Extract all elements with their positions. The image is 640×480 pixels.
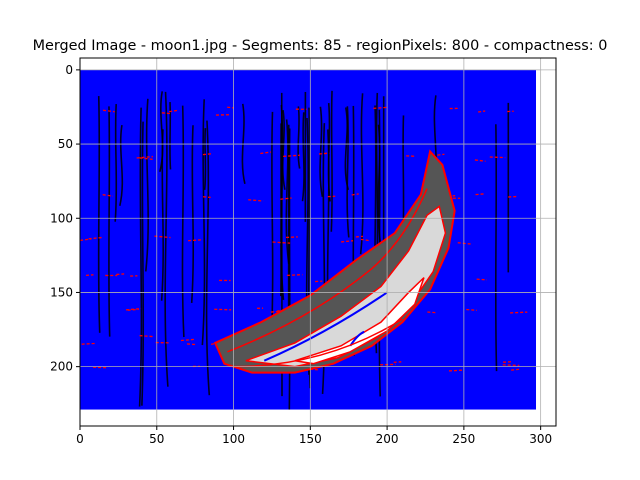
x-tick-label: 50 [149, 432, 164, 446]
moon-contours [227, 188, 428, 368]
y-tick-label: 200 [50, 360, 73, 374]
y-tick-label: 50 [58, 137, 73, 151]
x-tick-label: 250 [452, 432, 475, 446]
x-axis: 0 50 100 150 200 250 300 [76, 426, 552, 446]
y-tick-label: 150 [50, 285, 73, 299]
x-tick-label: 100 [222, 432, 245, 446]
y-tick-label: 0 [65, 63, 73, 77]
segmented-image [80, 69, 537, 410]
chart-title: Merged Image - moon1.jpg - Segments: 85 … [33, 38, 608, 54]
plot-area [79, 58, 556, 426]
moon-crescent [213, 149, 456, 374]
x-tick-label: 150 [299, 432, 322, 446]
y-axis: 0 50 100 150 200 [50, 63, 80, 374]
x-tick-label: 200 [376, 432, 399, 446]
grid-lines [79, 58, 556, 426]
x-tick-label: 300 [529, 432, 552, 446]
x-tick-label: 0 [76, 432, 84, 446]
axes-frame [79, 57, 557, 427]
y-tick-label: 100 [50, 211, 73, 225]
